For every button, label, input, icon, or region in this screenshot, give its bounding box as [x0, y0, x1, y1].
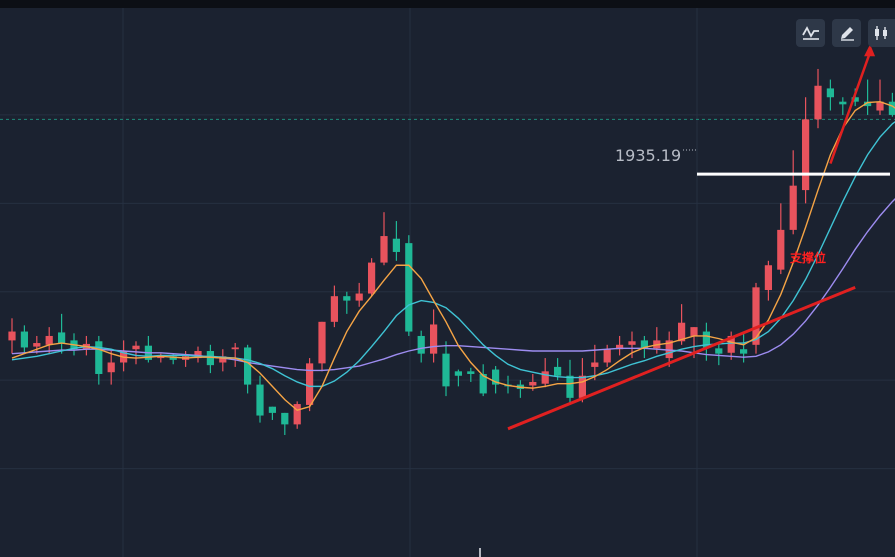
candle-body: [789, 185, 797, 230]
candle-body: [628, 341, 636, 345]
chart-type-button[interactable]: [868, 19, 895, 47]
candle-body: [814, 85, 822, 120]
candle-body: [740, 349, 748, 354]
candle-body: [454, 371, 462, 376]
candle-body: [256, 384, 264, 416]
candle-body: [417, 335, 425, 354]
candle-body: [330, 296, 338, 322]
candle-body: [566, 375, 574, 398]
candle-body: [715, 348, 723, 354]
indicator-line-icon: [801, 26, 819, 40]
candle-body: [430, 324, 438, 354]
candle-body: [702, 331, 710, 348]
candle-body: [467, 371, 475, 374]
candle-body: [616, 344, 624, 350]
ma-fast-line: [11, 100, 895, 412]
candle-body: [554, 366, 562, 376]
candle-body: [318, 321, 326, 364]
pencil-draw-icon: [840, 27, 854, 41]
ma-slow-line: [11, 197, 895, 372]
candle-body: [392, 238, 400, 252]
candle-body: [293, 404, 301, 425]
candle-body: [194, 350, 202, 359]
forecast-arrow-shaft: [829, 51, 872, 164]
candle-body: [405, 243, 413, 332]
candle-body: [802, 119, 810, 191]
candle-body: [268, 406, 276, 413]
candle-body: [678, 322, 686, 342]
candle-body: [541, 371, 549, 384]
candle-body: [826, 88, 834, 98]
support-annotation: 支撑位: [790, 251, 827, 265]
max-price-label: 1935.19: [615, 146, 682, 165]
candle-body: [20, 331, 28, 348]
candle-body: [219, 356, 227, 363]
candle-body: [839, 101, 847, 105]
candle-body: [640, 340, 648, 349]
top-border: [0, 0, 895, 8]
candle-body: [343, 296, 351, 301]
candle-body: [727, 335, 735, 353]
candle-body: [764, 265, 772, 290]
candle-body: [33, 343, 41, 347]
candle-body: [95, 341, 103, 374]
candle-body: [368, 262, 376, 294]
candle-body: [244, 347, 252, 385]
candle-body: [603, 349, 611, 363]
candle-body: [876, 101, 884, 111]
candle-body: [665, 340, 673, 359]
candle-body: [690, 327, 698, 336]
candle-body: [306, 363, 314, 405]
draw-button[interactable]: [832, 19, 861, 47]
candle-body: [58, 332, 66, 344]
drawings: [507, 44, 890, 431]
candle-body: [231, 347, 239, 350]
candle-body: [281, 412, 289, 425]
candle-body: [45, 335, 53, 345]
candle-body: [157, 356, 165, 359]
candle-body: [132, 345, 140, 350]
moving-averages: [11, 100, 895, 412]
candle-body: [8, 331, 16, 341]
candle-body: [380, 236, 388, 263]
grid: [0, 8, 895, 557]
indicator-button[interactable]: [796, 19, 825, 47]
candle-body: [752, 287, 760, 345]
candle-body: [591, 362, 599, 367]
candle-body: [777, 229, 785, 270]
ma-mid-line: [11, 121, 895, 388]
candle-body: [479, 373, 487, 394]
trend-line: [507, 285, 856, 431]
candle-body: [529, 381, 537, 386]
forecast-arrow-head: [864, 44, 876, 57]
candle-body: [206, 350, 214, 366]
candle-body: [355, 293, 363, 301]
candle-body: [169, 356, 177, 360]
candle-body: [107, 362, 115, 373]
candle-body: [888, 101, 895, 115]
candle-body: [492, 369, 500, 385]
candlestick-icon: [874, 26, 887, 40]
candle-body: [442, 353, 450, 387]
candle-body: [864, 101, 872, 107]
candle-body: [578, 375, 586, 398]
candle-body: [851, 97, 859, 102]
